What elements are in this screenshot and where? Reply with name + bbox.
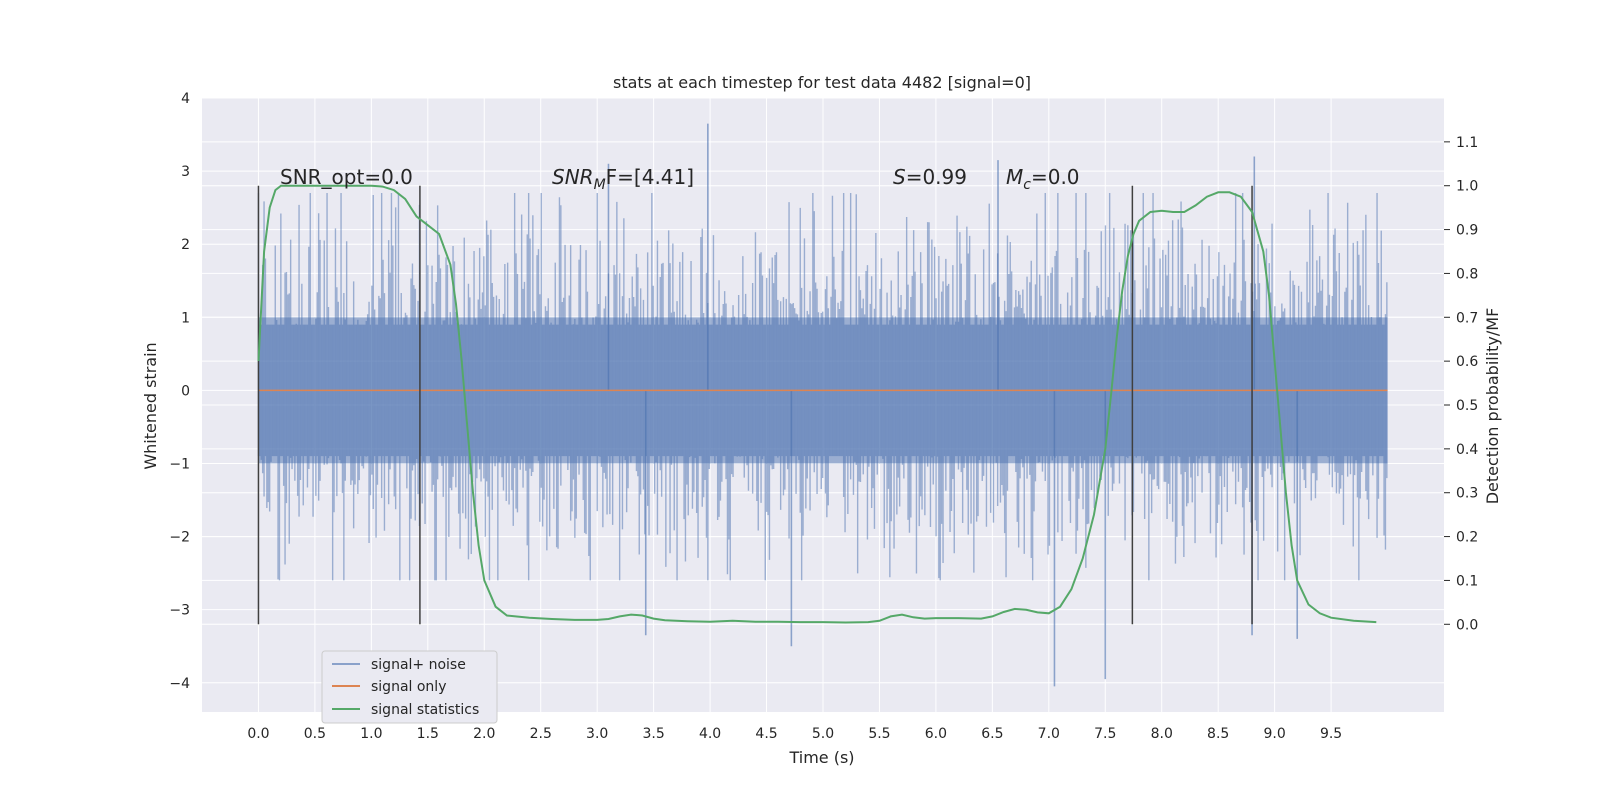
x-tick-label: 5.5 <box>868 726 890 742</box>
vertical-markers <box>257 185 1253 625</box>
y-tick-label: 2 <box>181 237 190 253</box>
snr-opt-annotation: SNR_opt=0.0 <box>280 165 413 189</box>
y-axis-title: Whitened strain <box>141 342 160 469</box>
y-tick-label: −1 <box>169 456 190 472</box>
signal-statistics-line <box>257 184 1377 624</box>
x-tick-label: 6.0 <box>925 726 947 742</box>
y2-tick-label: 1.1 <box>1456 135 1478 151</box>
x-tick-label: 0.0 <box>247 726 269 742</box>
noise-series <box>257 123 1388 687</box>
y-tick-label: −2 <box>169 530 190 546</box>
s-value: =0.99 <box>906 165 967 189</box>
y2-tick-label: 0.6 <box>1456 354 1478 370</box>
y2-tick-label: 0.9 <box>1456 223 1478 239</box>
y2-tick-label: 0.5 <box>1456 398 1478 414</box>
s-label: S <box>893 165 906 189</box>
x-tick-label: 9.5 <box>1320 726 1342 742</box>
y2-tick-label: 0.2 <box>1456 530 1478 546</box>
snr-mf-label: SNR <box>552 165 594 189</box>
s-annotation: S=0.99 <box>893 165 967 189</box>
chart-title: stats at each timestep for test data 448… <box>613 73 1031 92</box>
snr-mf-subscript: M <box>594 177 606 193</box>
x-tick-label: 4.5 <box>755 726 777 742</box>
y2-tick-label: 0.8 <box>1456 266 1478 282</box>
x-tick-labels: 0.0 0.5 1.0 1.5 2.0 2.5 3.0 3.5 4.0 4.5 5.0 5.5 6.0 6… <box>247 726 1342 742</box>
legend-label-statistics: signal statistics <box>371 702 479 718</box>
y-tick-label: 1 <box>181 310 190 326</box>
mc-label: M <box>1006 165 1023 189</box>
x-tick-label: 5.0 <box>812 726 834 742</box>
x-tick-label: 2.0 <box>473 726 495 742</box>
mc-subscript: c <box>1023 177 1031 193</box>
x-tick-label: 2.5 <box>530 726 552 742</box>
y2-axis-title: Detection probability/MF <box>1483 308 1502 505</box>
y2-tick-label: 0.1 <box>1456 573 1478 589</box>
y2-tick-label: 0.4 <box>1456 442 1478 458</box>
mc-annotation: Mc=0.0 <box>1006 165 1080 193</box>
x-tick-label: 0.5 <box>304 726 326 742</box>
x-tick-label: 1.0 <box>360 726 382 742</box>
y-tick-label: 4 <box>181 91 190 107</box>
x-axis-title: Time (s) <box>788 748 854 767</box>
legend: signal+ noise signal only signal statist… <box>321 650 498 724</box>
y-tick-label: −4 <box>169 676 190 692</box>
y2-tick-label: 0.0 <box>1456 617 1478 633</box>
legend-box <box>321 650 498 724</box>
y2-tick-label: 0.7 <box>1456 310 1478 326</box>
snr-mf-annotation: SNRMF=[4.41] <box>552 165 694 193</box>
x-tick-label: 8.5 <box>1207 726 1229 742</box>
x-tick-label: 3.0 <box>586 726 608 742</box>
x-tick-label: 7.5 <box>1094 726 1116 742</box>
y-tick-label: 3 <box>181 164 190 180</box>
legend-label-signal-only: signal only <box>371 679 446 695</box>
x-tick-label: 9.0 <box>1264 726 1286 742</box>
y-tick-label: 0 <box>181 383 190 399</box>
x-tick-label: 4.0 <box>699 726 721 742</box>
x-tick-label: 1.5 <box>417 726 439 742</box>
x-tick-label: 8.0 <box>1151 726 1173 742</box>
y2-tick-label: 0.3 <box>1456 486 1478 502</box>
y-tick-label: −3 <box>169 603 190 619</box>
x-tick-label: 3.5 <box>643 726 665 742</box>
legend-label-noise: signal+ noise <box>371 657 466 673</box>
y2-tick-label: 1.0 <box>1456 179 1478 195</box>
y2-tick-labels: 1.1 1.0 0.9 0.8 0.7 0.6 0.5 0.4 0.3 0.2 0.1 0.0 <box>1444 135 1478 633</box>
x-tick-label: 7.0 <box>1038 726 1060 742</box>
snr-mf-value: F=[4.41] <box>606 165 694 189</box>
mc-value: =0.0 <box>1031 165 1080 189</box>
x-tick-label: 6.5 <box>981 726 1003 742</box>
y-tick-labels: 4 3 2 1 0 −1 −2 −3 −4 <box>169 91 190 692</box>
